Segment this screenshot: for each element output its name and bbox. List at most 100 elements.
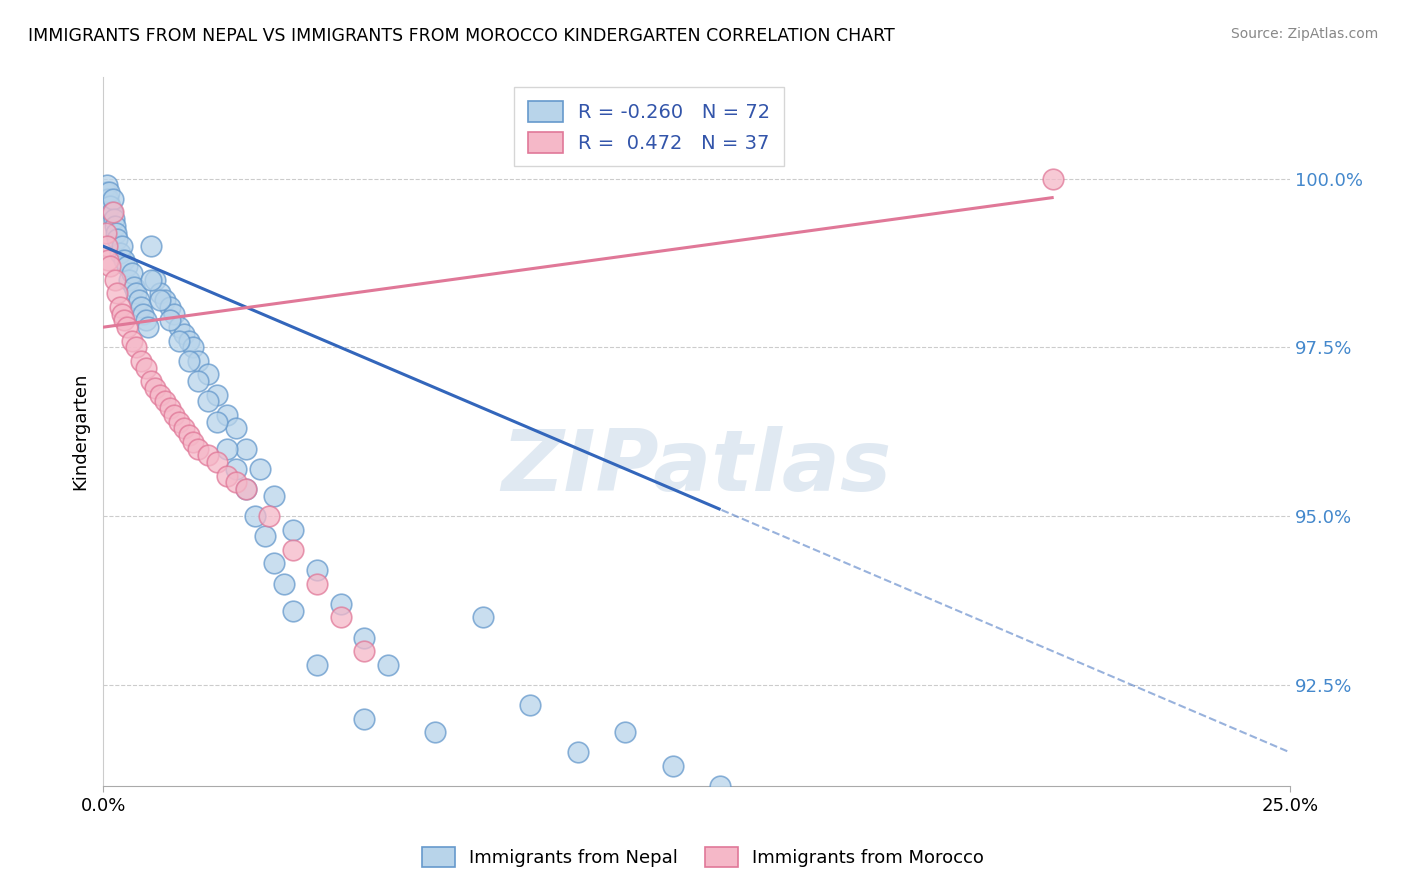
- Point: [305, 576, 328, 591]
- Point: [105, 226, 128, 240]
- Point: [305, 563, 328, 577]
- Point: [136, 320, 159, 334]
- Text: ZIPatlas: ZIPatlas: [502, 425, 891, 508]
- Point: [104, 273, 127, 287]
- Point: [94, 226, 117, 240]
- Legend: Immigrants from Nepal, Immigrants from Morocco: Immigrants from Nepal, Immigrants from M…: [415, 839, 991, 874]
- Point: [149, 286, 172, 301]
- Point: [149, 387, 172, 401]
- Point: [139, 374, 162, 388]
- Point: [118, 273, 141, 287]
- Point: [281, 542, 304, 557]
- Point: [94, 185, 117, 199]
- Point: [129, 354, 152, 368]
- Point: [273, 576, 295, 591]
- Point: [125, 340, 148, 354]
- Point: [108, 246, 131, 260]
- Point: [132, 307, 155, 321]
- Point: [259, 509, 281, 524]
- Point: [173, 326, 195, 341]
- Point: [167, 415, 190, 429]
- Point: [96, 178, 118, 193]
- Point: [205, 387, 228, 401]
- Point: [114, 313, 136, 327]
- Point: [177, 354, 200, 368]
- Point: [167, 334, 190, 348]
- Point: [135, 313, 157, 327]
- Point: [143, 273, 166, 287]
- Point: [139, 239, 162, 253]
- Point: [205, 455, 228, 469]
- Point: [173, 421, 195, 435]
- Point: [114, 252, 136, 267]
- Point: [205, 415, 228, 429]
- Point: [235, 482, 257, 496]
- Point: [98, 260, 121, 274]
- Point: [709, 779, 731, 793]
- Point: [167, 320, 190, 334]
- Point: [104, 219, 127, 233]
- Point: [249, 462, 271, 476]
- Point: [187, 374, 209, 388]
- Point: [567, 745, 589, 759]
- Point: [108, 300, 131, 314]
- Point: [225, 462, 247, 476]
- Point: [159, 401, 181, 416]
- Point: [177, 334, 200, 348]
- Point: [183, 340, 205, 354]
- Point: [101, 192, 124, 206]
- Point: [215, 408, 238, 422]
- Point: [329, 610, 352, 624]
- Point: [235, 442, 257, 456]
- Point: [377, 657, 399, 672]
- Point: [353, 631, 375, 645]
- Point: [163, 307, 186, 321]
- Point: [243, 509, 266, 524]
- Point: [183, 434, 205, 449]
- Point: [215, 468, 238, 483]
- Point: [197, 368, 219, 382]
- Point: [128, 293, 150, 308]
- Point: [129, 300, 152, 314]
- Point: [105, 232, 128, 246]
- Point: [103, 212, 125, 227]
- Point: [125, 286, 148, 301]
- Text: IMMIGRANTS FROM NEPAL VS IMMIGRANTS FROM MOROCCO KINDERGARTEN CORRELATION CHART: IMMIGRANTS FROM NEPAL VS IMMIGRANTS FROM…: [28, 27, 894, 45]
- Point: [111, 307, 134, 321]
- Text: Source: ZipAtlas.com: Source: ZipAtlas.com: [1230, 27, 1378, 41]
- Point: [149, 293, 172, 308]
- Point: [153, 394, 176, 409]
- Point: [97, 252, 120, 267]
- Point: [305, 657, 328, 672]
- Point: [139, 273, 162, 287]
- Point: [329, 597, 352, 611]
- Point: [281, 604, 304, 618]
- Point: [105, 286, 128, 301]
- Point: [253, 529, 276, 543]
- Point: [263, 489, 285, 503]
- Point: [197, 449, 219, 463]
- Point: [187, 442, 209, 456]
- Point: [135, 360, 157, 375]
- Point: [100, 205, 122, 219]
- Point: [153, 293, 176, 308]
- Point: [115, 320, 138, 334]
- Point: [353, 644, 375, 658]
- Point: [111, 239, 134, 253]
- Point: [215, 442, 238, 456]
- Point: [353, 712, 375, 726]
- Point: [143, 381, 166, 395]
- Point: [519, 698, 541, 713]
- Point: [187, 354, 209, 368]
- Point: [96, 239, 118, 253]
- Point: [197, 394, 219, 409]
- Point: [235, 482, 257, 496]
- Point: [281, 523, 304, 537]
- Point: [159, 313, 181, 327]
- Point: [97, 185, 120, 199]
- Point: [163, 408, 186, 422]
- Point: [1042, 171, 1064, 186]
- Point: [121, 266, 143, 280]
- Point: [614, 725, 637, 739]
- Y-axis label: Kindergarten: Kindergarten: [72, 373, 89, 491]
